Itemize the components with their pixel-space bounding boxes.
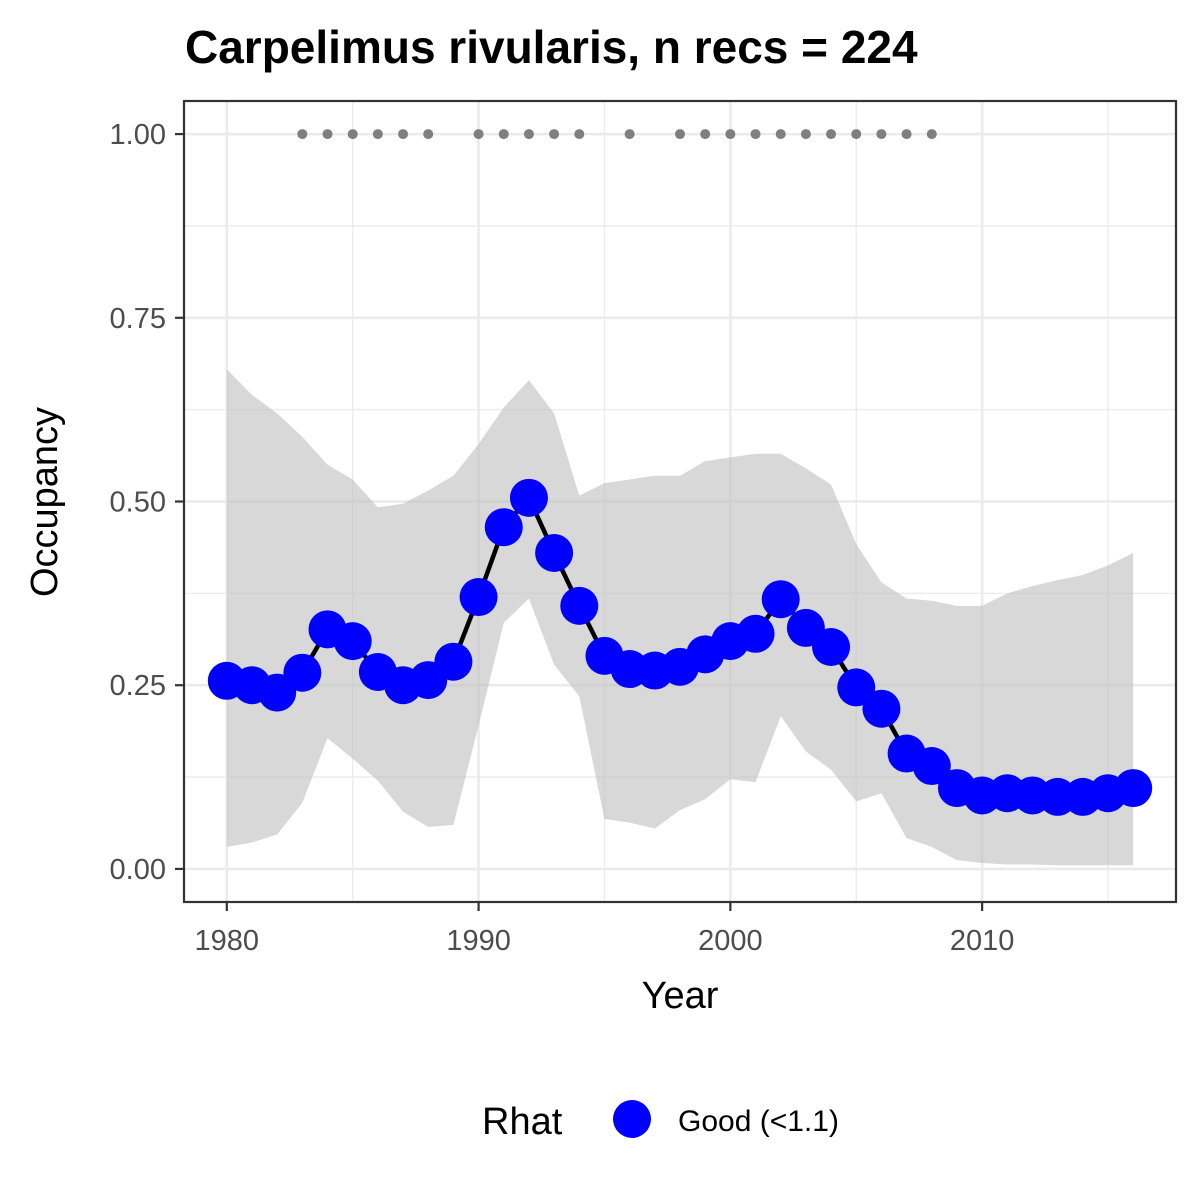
y-tick-label: 0.75 — [110, 303, 166, 335]
record-dot — [876, 129, 887, 140]
data-point — [761, 580, 800, 619]
record-dot — [473, 129, 484, 140]
data-point — [333, 622, 372, 661]
legend-title: Rhat — [482, 1101, 563, 1143]
record-dot — [826, 129, 837, 140]
record-dot — [624, 129, 635, 140]
record-dot — [498, 129, 509, 140]
record-dot — [347, 129, 358, 140]
y-tick-label: 0.00 — [110, 854, 166, 886]
y-axis-title: Occupancy — [24, 407, 66, 597]
y-axis: 0.00 0.25 0.50 0.75 1.00 — [110, 119, 184, 886]
record-dot — [800, 129, 811, 140]
data-points-layer — [207, 478, 1153, 816]
legend-label: Good (<1.1) — [678, 1105, 839, 1138]
data-point — [459, 578, 498, 617]
data-point — [560, 586, 599, 625]
record-dot — [675, 129, 685, 140]
record-dot — [725, 129, 736, 140]
record-dot — [549, 129, 560, 140]
data-point — [283, 653, 322, 692]
record-dot — [926, 129, 937, 140]
legend-key-point — [613, 1100, 651, 1138]
data-point — [862, 689, 901, 728]
record-dot — [574, 129, 585, 140]
data-point — [1114, 769, 1153, 808]
y-tick-label: 0.25 — [110, 670, 166, 702]
record-dot — [523, 129, 534, 140]
x-tick-label: 2000 — [698, 925, 763, 957]
data-point — [484, 508, 523, 547]
data-point — [812, 628, 851, 667]
chart-title: Carpelimus rivularis, n recs = 224 — [185, 21, 918, 73]
record-dot — [322, 129, 333, 140]
x-axis-title: Year — [642, 975, 719, 1017]
x-tick-label: 1980 — [195, 925, 260, 957]
record-dot — [423, 129, 434, 140]
record-dot — [901, 129, 912, 140]
record-dot — [372, 129, 383, 140]
record-dot — [398, 129, 409, 140]
data-point — [837, 668, 876, 707]
x-tick-label: 2010 — [950, 925, 1015, 957]
y-tick-label: 0.50 — [110, 487, 166, 519]
x-axis: 1980 1990 2000 2010 — [195, 902, 1015, 957]
record-dot — [775, 129, 786, 140]
x-tick-label: 1990 — [446, 925, 511, 957]
record-dot — [700, 129, 711, 140]
data-point — [535, 533, 574, 572]
data-point — [434, 642, 473, 681]
data-point — [912, 747, 951, 786]
record-dot — [750, 129, 761, 140]
record-dots-layer — [297, 129, 937, 140]
record-dot — [297, 129, 308, 140]
data-point — [509, 478, 548, 517]
data-point — [736, 614, 775, 653]
y-tick-label: 1.00 — [110, 119, 166, 151]
legend: Rhat Good (<1.1) — [482, 1100, 839, 1143]
record-dot — [851, 129, 862, 140]
